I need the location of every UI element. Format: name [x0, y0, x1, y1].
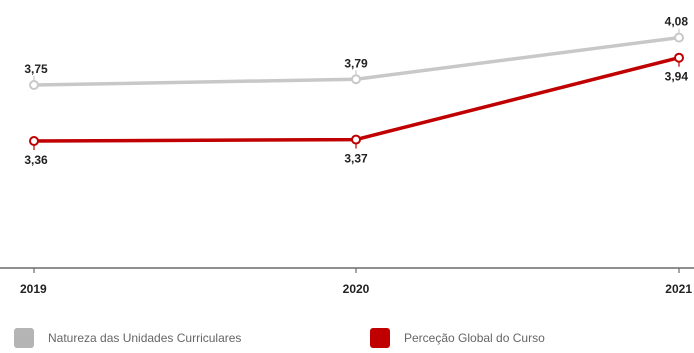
x-tick-label: 2020	[343, 282, 370, 296]
x-tick-label: 2021	[665, 282, 692, 296]
legend-swatch-1	[370, 328, 390, 348]
legend-label-1: Perceção Global do Curso	[404, 331, 545, 345]
data-point	[351, 74, 361, 85]
data-point	[674, 52, 684, 63]
data-point	[351, 134, 361, 145]
legend-swatch-0	[14, 328, 34, 348]
x-tick-label: 2019	[20, 282, 47, 296]
data-point	[674, 32, 684, 43]
legend-item-1: Perceção Global do Curso	[370, 328, 545, 348]
data-label: 3,79	[344, 56, 368, 70]
data-point	[29, 136, 39, 146]
data-label: 3,37	[344, 152, 368, 166]
data-label: 3,36	[24, 153, 48, 167]
data-label: 3,94	[665, 70, 689, 84]
legend-item-0: Natureza das Unidades Curriculares	[14, 328, 241, 348]
data-point	[29, 80, 39, 90]
data-label: 4,08	[665, 15, 689, 29]
data-label: 3,75	[24, 62, 48, 76]
legend-label-0: Natureza das Unidades Curriculares	[48, 331, 242, 345]
